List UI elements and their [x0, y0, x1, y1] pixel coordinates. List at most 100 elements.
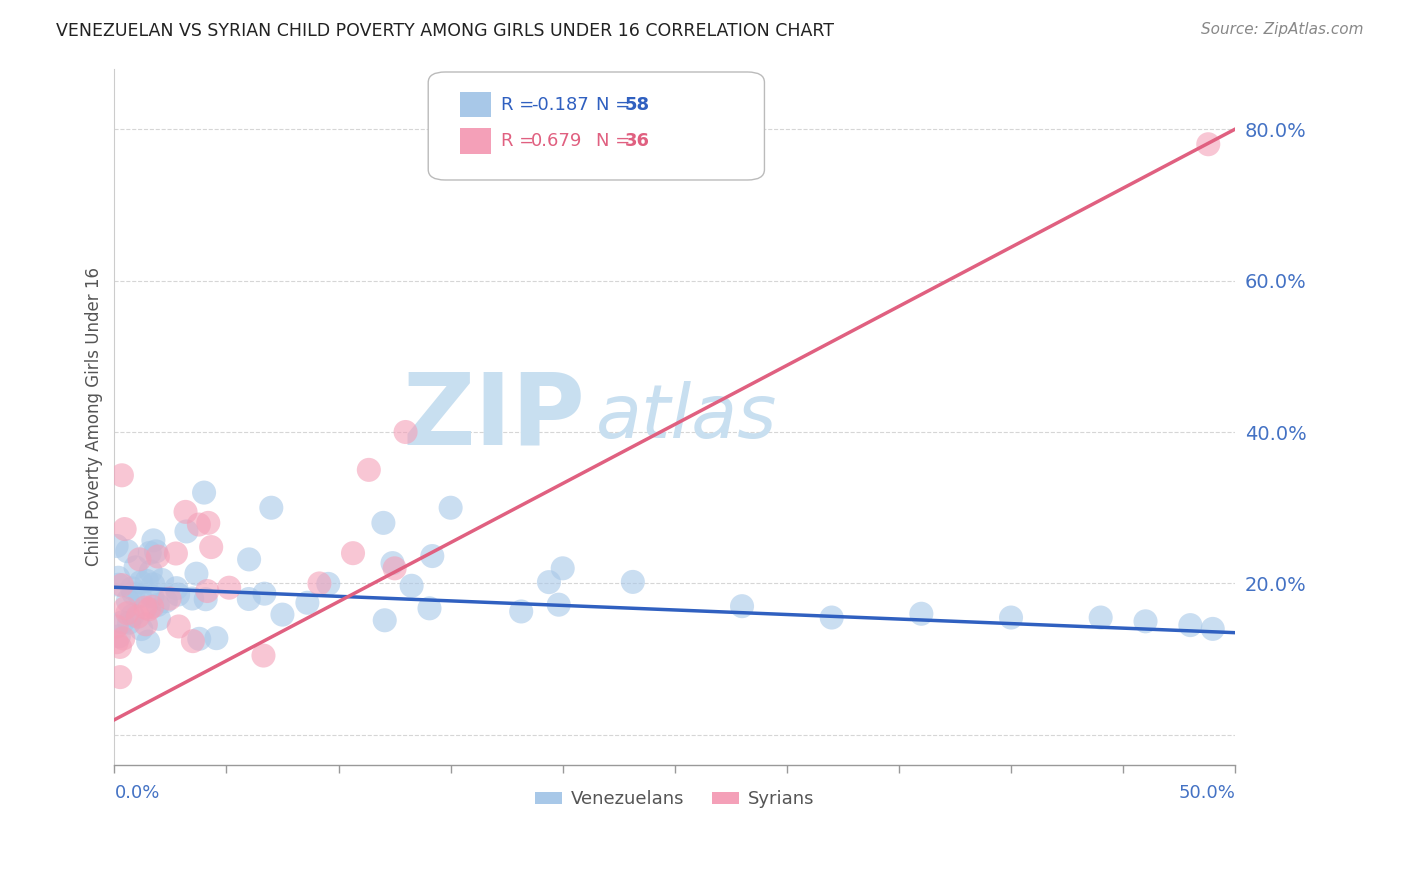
Point [186, 566, 208, 581]
Point [188, 632, 211, 646]
Point [420, 549, 443, 563]
Point [117, 544, 139, 558]
Point [195, 584, 218, 599]
Point [112, 632, 135, 646]
Point [117, 606, 139, 620]
Point [537, 575, 560, 590]
Point [165, 547, 187, 561]
Text: Source: ZipAtlas.com: Source: ZipAtlas.com [1201, 22, 1364, 37]
Point [510, 605, 533, 619]
Point [111, 578, 134, 592]
FancyBboxPatch shape [460, 92, 491, 117]
Point [316, 577, 339, 591]
Point [821, 610, 844, 624]
Point [621, 574, 644, 589]
Point [107, 578, 129, 592]
Point [135, 617, 157, 632]
Point [111, 615, 134, 630]
Point [129, 622, 152, 636]
FancyBboxPatch shape [429, 72, 765, 180]
Point [194, 592, 217, 607]
Point [176, 524, 198, 539]
Point [394, 425, 416, 439]
Point [197, 516, 219, 530]
Point [731, 599, 754, 614]
Point [1180, 618, 1202, 632]
Point [114, 522, 136, 536]
Text: VENEZUELAN VS SYRIAN CHILD POVERTY AMONG GIRLS UNDER 16 CORRELATION CHART: VENEZUELAN VS SYRIAN CHILD POVERTY AMONG… [56, 22, 834, 40]
Point [374, 613, 396, 627]
Point [218, 581, 240, 595]
Point [134, 600, 156, 615]
Point [105, 619, 128, 633]
Point [124, 560, 146, 574]
Point [146, 549, 169, 564]
Point [136, 634, 159, 648]
Point [174, 505, 197, 519]
Text: atlas: atlas [596, 381, 778, 453]
Text: N =: N = [596, 132, 637, 150]
Point [1090, 610, 1112, 624]
Point [108, 640, 131, 654]
Point [114, 601, 136, 615]
Point [128, 552, 150, 566]
Point [139, 546, 162, 560]
Point [105, 539, 128, 553]
Point [129, 589, 152, 603]
Point [910, 607, 932, 621]
Point [122, 586, 145, 600]
Point [108, 629, 131, 643]
Point [117, 594, 139, 608]
Text: 50.0%: 50.0% [1178, 784, 1234, 802]
Point [342, 546, 364, 560]
Point [127, 609, 149, 624]
Text: 36: 36 [624, 132, 650, 150]
Point [547, 598, 569, 612]
Point [155, 594, 177, 608]
Point [142, 533, 165, 548]
Point [193, 485, 215, 500]
Point [111, 468, 134, 483]
Point [181, 634, 204, 648]
Point [381, 556, 404, 570]
Text: R =: R = [501, 132, 546, 150]
Point [118, 615, 141, 630]
Text: ZIP: ZIP [402, 368, 585, 466]
Point [141, 590, 163, 604]
Point [138, 602, 160, 616]
Text: 0.679: 0.679 [531, 132, 582, 150]
Point [238, 592, 260, 607]
Text: 0.0%: 0.0% [114, 784, 160, 802]
Point [150, 573, 173, 587]
Text: R =: R = [501, 95, 540, 114]
Point [1202, 622, 1225, 636]
Point [129, 575, 152, 590]
Point [107, 571, 129, 585]
Point [167, 588, 190, 602]
Point [357, 463, 380, 477]
Point [142, 577, 165, 591]
Text: N =: N = [596, 95, 637, 114]
Point [159, 591, 181, 606]
Point [373, 516, 395, 530]
Point [297, 596, 319, 610]
Point [165, 581, 187, 595]
Legend: Venezuelans, Syrians: Venezuelans, Syrians [527, 783, 821, 815]
Point [238, 552, 260, 566]
Point [205, 631, 228, 645]
Y-axis label: Child Poverty Among Girls Under 16: Child Poverty Among Girls Under 16 [86, 268, 103, 566]
Point [260, 500, 283, 515]
Point [121, 608, 143, 623]
Point [105, 635, 128, 649]
Point [200, 540, 222, 554]
Point [418, 601, 440, 615]
Point [146, 598, 169, 612]
Point [141, 599, 163, 614]
Point [181, 591, 204, 606]
Point [121, 582, 143, 596]
Point [271, 607, 294, 622]
Point [253, 587, 276, 601]
Point [167, 619, 190, 633]
Point [148, 612, 170, 626]
Point [145, 544, 167, 558]
